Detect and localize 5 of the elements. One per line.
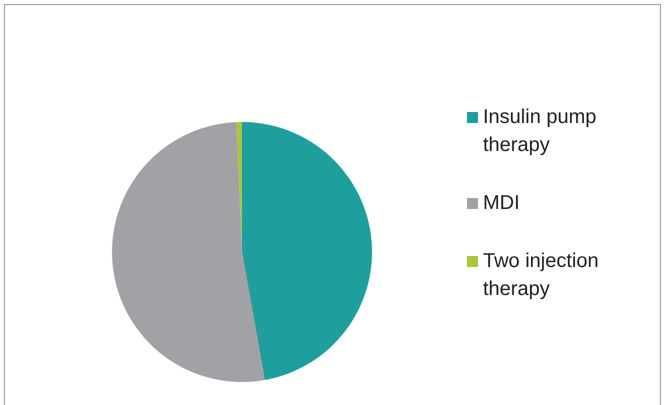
legend-label: Two injection therapy: [483, 248, 600, 302]
legend-label: MDI: [483, 190, 520, 216]
pie-slice: [242, 122, 372, 380]
pie-slice: [112, 122, 265, 382]
legend-label: Insulin pump therapy: [483, 104, 598, 158]
